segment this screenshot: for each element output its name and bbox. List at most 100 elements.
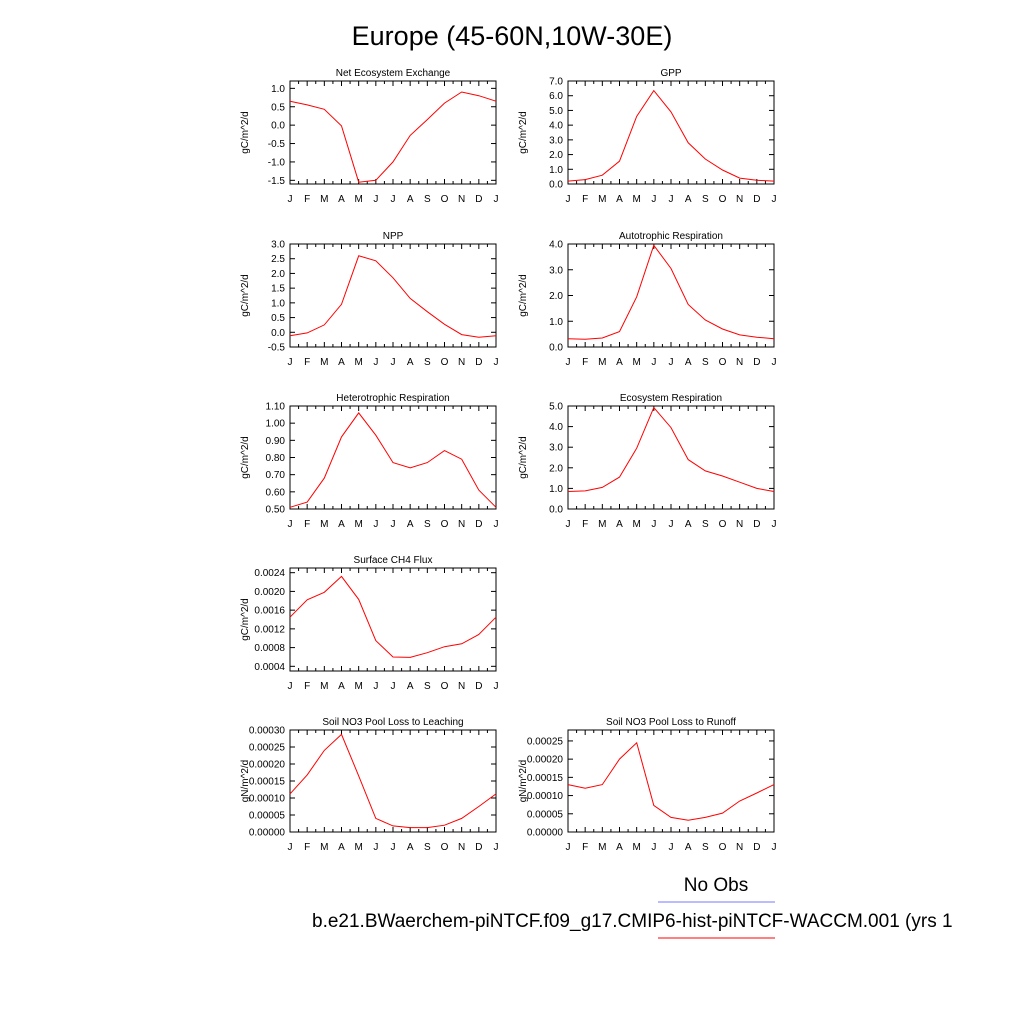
y-tick-label: 5.0 (549, 106, 563, 117)
y-tick-label: 3.0 (271, 240, 285, 251)
x-tick-label: D (475, 194, 482, 205)
x-tick-label: M (632, 519, 640, 530)
y-axis-label: gC/m^2/d (518, 274, 529, 317)
series-line (567, 741, 775, 821)
x-tick-label: M (598, 357, 606, 368)
x-tick-label: A (616, 842, 623, 853)
panel-title: Surface CH4 Flux (354, 555, 433, 566)
panel-9: Soil NO3 Pool Loss to RunoffgN/m^2/d0.00… (518, 717, 777, 853)
y-tick-label: 0.70 (266, 470, 286, 481)
x-tick-label: M (632, 842, 640, 853)
y-tick-label: 6.0 (549, 91, 563, 102)
plot-frame (567, 243, 775, 348)
x-tick-label: M (632, 357, 640, 368)
x-tick-label: A (407, 681, 414, 692)
x-tick-label: A (685, 519, 692, 530)
y-tick-label: 1.5 (271, 284, 285, 295)
x-tick-label: J (651, 842, 656, 853)
x-tick-label: M (354, 194, 362, 205)
x-tick-label: J (494, 357, 499, 368)
x-tick-label: F (582, 194, 588, 205)
x-tick-label: A (685, 842, 692, 853)
plot-frame (289, 567, 497, 672)
panel-title: Soil NO3 Pool Loss to Leaching (322, 717, 463, 728)
x-tick-label: A (407, 357, 414, 368)
y-tick-label: 0.0020 (254, 587, 285, 598)
y-tick-label: 4.0 (549, 121, 563, 132)
x-tick-label: M (632, 194, 640, 205)
x-tick-label: M (354, 519, 362, 530)
x-tick-label: J (373, 681, 378, 692)
x-tick-label: A (407, 842, 414, 853)
y-tick-label: 4.0 (549, 422, 563, 433)
x-tick-label: D (475, 681, 482, 692)
series-line (289, 575, 497, 658)
plot-frame (289, 405, 497, 510)
legend-model-label: b.e21.BWaerchem-piNTCF.f09_g17.CMIP6-his… (312, 911, 953, 932)
y-tick-label: 1.0 (549, 317, 563, 328)
x-tick-label: D (753, 194, 760, 205)
y-tick-label: 0.0 (549, 343, 563, 354)
x-tick-label: F (304, 842, 310, 853)
x-tick-label: A (616, 194, 623, 205)
y-tick-label: 0.0008 (254, 643, 285, 654)
x-tick-label: S (424, 681, 431, 692)
y-tick-label: 0.00010 (249, 794, 286, 805)
y-axis-label: gN/m^2/d (240, 760, 251, 803)
y-tick-label: 0.00030 (249, 726, 286, 737)
x-tick-label: J (288, 357, 293, 368)
x-tick-label: J (651, 519, 656, 530)
x-tick-label: O (441, 519, 449, 530)
y-tick-label: 0.0016 (254, 606, 285, 617)
y-axis-label: gC/m^2/d (240, 111, 251, 154)
y-tick-label: 0.00020 (527, 755, 564, 766)
y-axis-label: gN/m^2/d (518, 760, 529, 803)
panel-title: GPP (660, 68, 681, 79)
x-tick-label: J (566, 519, 571, 530)
x-tick-label: D (753, 519, 760, 530)
x-tick-label: A (616, 519, 623, 530)
x-tick-label: D (753, 357, 760, 368)
y-tick-label: 3.0 (549, 265, 563, 276)
x-tick-label: N (458, 194, 465, 205)
x-tick-label: O (719, 194, 727, 205)
y-tick-label: 2.0 (271, 269, 285, 280)
x-tick-label: J (494, 842, 499, 853)
x-tick-label: M (320, 842, 328, 853)
x-tick-label: J (391, 194, 396, 205)
x-tick-label: J (772, 842, 777, 853)
x-tick-label: J (651, 194, 656, 205)
x-tick-label: F (582, 842, 588, 853)
y-tick-label: 3.0 (549, 443, 563, 454)
y-tick-label: -0.5 (268, 139, 286, 150)
figure-title: Europe (45-60N,10W-30E) (352, 21, 673, 51)
x-tick-label: J (373, 519, 378, 530)
y-tick-label: 0.0 (549, 505, 563, 516)
panel-title: Autotrophic Respiration (619, 231, 723, 242)
x-tick-label: M (354, 842, 362, 853)
y-tick-label: 0.00005 (249, 811, 286, 822)
x-tick-label: J (494, 194, 499, 205)
y-axis-label: gC/m^2/d (240, 598, 251, 641)
panel-title: Ecosystem Respiration (620, 393, 722, 404)
x-tick-label: N (458, 519, 465, 530)
x-tick-label: O (441, 194, 449, 205)
y-tick-label: 2.0 (549, 150, 563, 161)
y-tick-label: 0.80 (266, 453, 286, 464)
panel-title: Heterotrophic Respiration (336, 393, 449, 404)
plot-frame (567, 405, 775, 510)
y-tick-label: 0.0012 (254, 624, 285, 635)
y-axis-label: gC/m^2/d (518, 111, 529, 154)
x-tick-label: J (391, 681, 396, 692)
legend: No Obs b.e21.BWaerchem-piNTCF.f09_g17.CM… (312, 875, 953, 939)
x-tick-label: A (338, 519, 345, 530)
y-tick-label: 4.0 (549, 240, 563, 251)
y-tick-label: 1.0 (549, 165, 563, 176)
y-tick-label: 2.0 (549, 463, 563, 474)
x-tick-label: F (304, 357, 310, 368)
x-tick-label: M (320, 357, 328, 368)
y-tick-label: -0.5 (268, 343, 286, 354)
x-tick-label: S (702, 357, 709, 368)
panel-1: Net Ecosystem Exchange gC/m^2/d 1.0 0.5 0.0 -… (240, 68, 499, 205)
